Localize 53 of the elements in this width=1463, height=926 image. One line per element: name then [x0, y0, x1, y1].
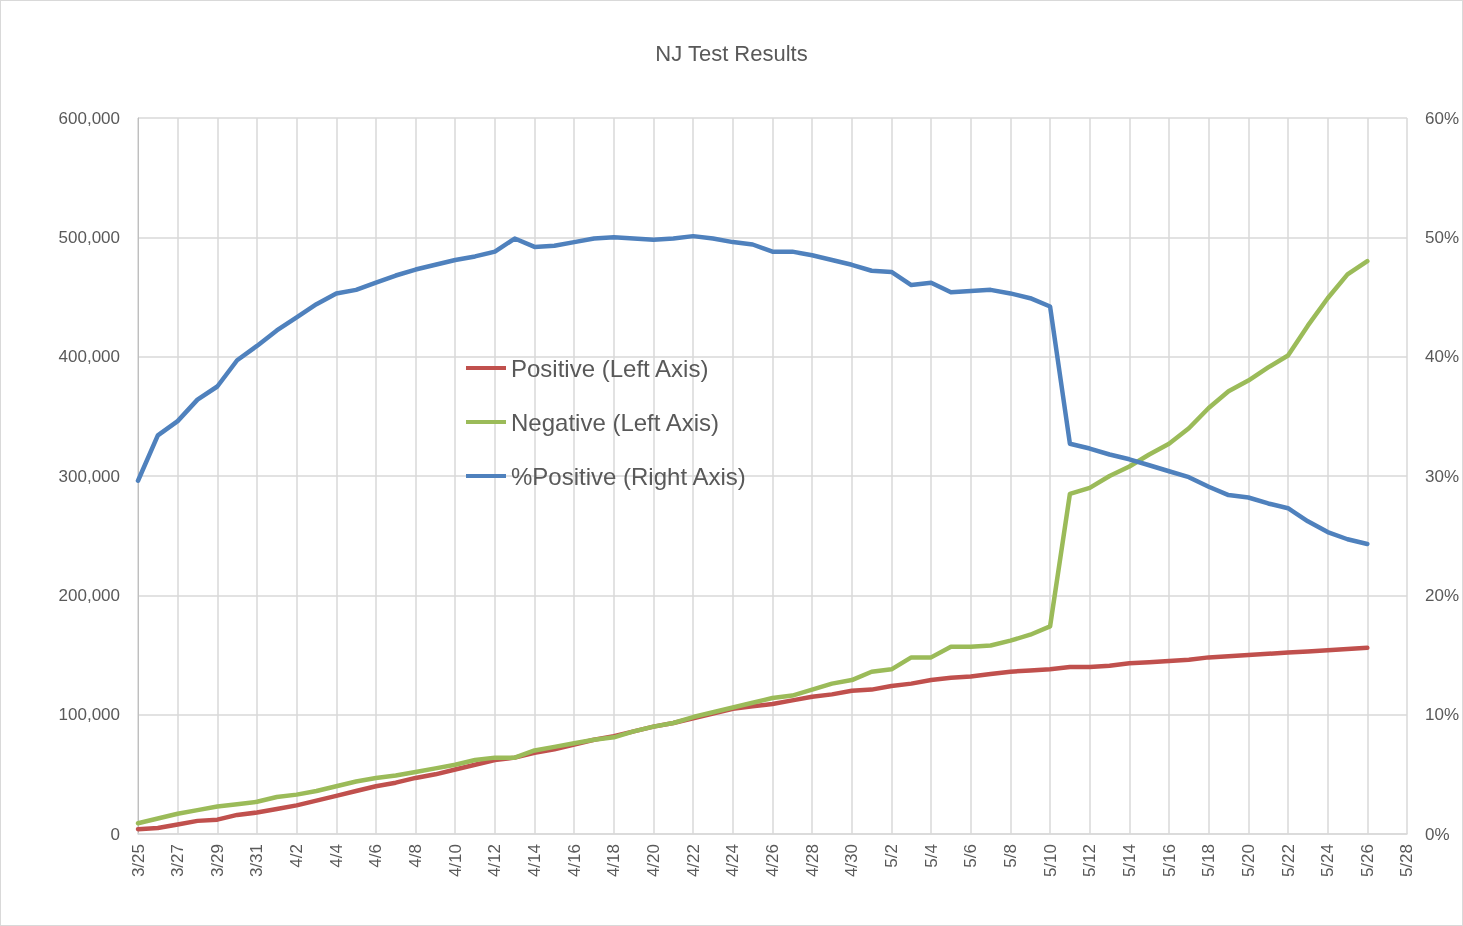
x-tick-label: 4/14: [525, 844, 545, 878]
x-tick-label: 4/12: [485, 844, 505, 878]
legend-label: %Positive (Right Axis): [511, 462, 746, 490]
x-tick-label: 4/16: [564, 844, 584, 878]
x-tick-label: 4/4: [326, 844, 346, 868]
x-tick-label: 5/16: [1159, 844, 1179, 878]
y-tick-label: 200,000: [58, 585, 120, 605]
y2-tick-label: 40%: [1424, 347, 1460, 367]
x-tick-label: 5/22: [1278, 844, 1298, 878]
y2-tick-label: 60%: [1424, 108, 1460, 128]
y-tick-label: 300,000: [58, 466, 120, 486]
x-tick-label: 4/20: [644, 844, 664, 878]
chart-title: NJ Test Results: [655, 40, 808, 66]
y2-tick-label: 50%: [1424, 227, 1460, 247]
x-tick-label: 4/26: [762, 844, 782, 878]
x-tick-label: 4/28: [802, 844, 822, 878]
x-tick-label: 5/26: [1357, 844, 1377, 878]
line-series: [135, 258, 1370, 826]
x-tick-label: 5/8: [1000, 844, 1020, 868]
x-tick-label: 4/22: [683, 844, 703, 878]
x-tick-label: 4/10: [445, 844, 465, 878]
x-tick-label: 5/2: [881, 844, 901, 868]
x-tick-label: 4/30: [842, 844, 862, 878]
y-tick-label: 600,000: [58, 108, 120, 128]
y2-tick-label: 20%: [1424, 585, 1460, 605]
line-series: [135, 233, 1370, 547]
x-tick-label: 5/14: [1119, 844, 1139, 878]
x-tick-label: 3/25: [128, 844, 148, 878]
x-tick-label: 3/27: [168, 844, 188, 878]
x-tick-label: 5/24: [1318, 844, 1338, 878]
x-tick-label: 5/6: [961, 844, 981, 868]
x-tick-label: 5/4: [921, 844, 941, 868]
x-tick-label: 4/2: [287, 844, 307, 868]
x-tick-label: 4/6: [366, 844, 386, 868]
y2-tick-label: 30%: [1424, 466, 1460, 486]
y2-tick-label: 0%: [1424, 824, 1450, 844]
x-tick-label: 5/18: [1199, 844, 1219, 878]
x-tick-label: 5/28: [1397, 844, 1417, 878]
legend-label: Negative (Left Axis): [511, 408, 720, 436]
x-tick-label: 5/12: [1080, 844, 1100, 878]
y-tick-label: 500,000: [58, 227, 120, 247]
x-tick-label: 4/24: [723, 844, 743, 878]
y2-tick-label: 10%: [1424, 705, 1460, 725]
y-tick-label: 100,000: [58, 705, 120, 725]
legend-label: Positive (Left Axis): [511, 354, 709, 382]
y-tick-label: 400,000: [58, 347, 120, 367]
x-tick-label: 3/29: [207, 844, 227, 878]
x-tick-label: 5/10: [1040, 844, 1060, 878]
x-tick-label: 5/20: [1238, 844, 1258, 878]
x-tick-label: 3/31: [247, 844, 267, 878]
x-tick-label: 4/8: [406, 844, 426, 868]
x-tick-label: 4/18: [604, 844, 624, 878]
y-tick-label: 0: [110, 824, 120, 844]
